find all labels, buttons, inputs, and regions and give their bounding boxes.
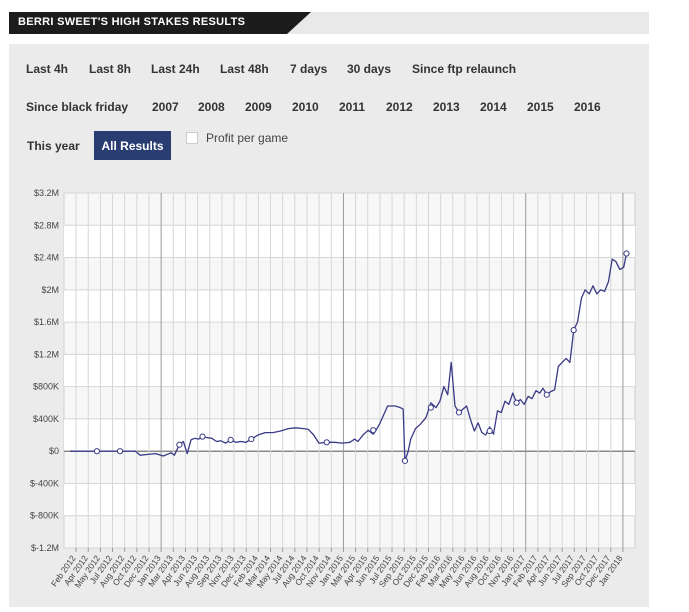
data-point-marker [93, 448, 101, 455]
filter-2013[interactable]: 2013 [433, 100, 460, 114]
header-tab-tail [287, 12, 311, 34]
y-tick-label: $1.2M [34, 349, 59, 359]
filter-2008[interactable]: 2008 [198, 100, 225, 114]
grid-band [64, 225, 635, 258]
results-chart: $3.2M $2.8M $2.4M $2M $1.6M $1.2M $800K $400K $0… [30, 188, 636, 590]
filter-2007[interactable]: 2007 [152, 100, 179, 114]
profit-per-game-label: Profit per game [206, 131, 289, 145]
grid-band [64, 354, 635, 387]
data-point-marker [176, 441, 183, 448]
data-point-marker [323, 439, 330, 446]
filter-2010[interactable]: 2010 [292, 100, 319, 114]
filter-2009[interactable]: 2009 [245, 100, 272, 114]
filter-last-24h[interactable]: Last 24h [151, 62, 200, 76]
y-tick-label: $800K [33, 382, 59, 392]
page-title: BERRI SWEET'S HIGH STAKES RESULTS [18, 16, 246, 28]
data-point-marker [227, 436, 234, 443]
data-point-marker [455, 409, 463, 416]
filter-last-8h[interactable]: Last 8h [89, 62, 132, 76]
filter-all-results[interactable]: All Results [94, 131, 171, 160]
filter-2012[interactable]: 2012 [386, 100, 413, 114]
y-tick-label: $1.6M [34, 317, 59, 327]
data-point-marker [401, 457, 409, 464]
filter-last-4h[interactable]: Last 4h [26, 62, 69, 76]
data-point-marker [248, 435, 255, 443]
y-tick-label: $-1.2M [31, 543, 59, 553]
header-tab [9, 12, 287, 34]
y-tick-label: $3.2M [34, 188, 59, 198]
data-point-marker [199, 433, 206, 440]
grid-band [64, 418, 635, 452]
data-point-marker [623, 250, 630, 257]
data-point-marker [513, 399, 520, 406]
grid-band [64, 483, 635, 516]
data-point-marker [427, 404, 434, 411]
filter-since-black-friday[interactable]: Since black friday [26, 100, 129, 114]
profit-per-game-checkbox[interactable] [186, 132, 198, 144]
grid-band [64, 289, 635, 323]
y-tick-label: $-800K [30, 511, 59, 521]
chart-panel: $3.2M $2.8M $2.4M $2M $1.6M $1.2M $800K $400K $0… [9, 176, 649, 607]
results-line [70, 253, 628, 462]
y-tick-label: $2.8M [34, 220, 59, 230]
filter-2016[interactable]: 2016 [574, 100, 601, 114]
data-point-marker [486, 427, 493, 435]
filter-2011[interactable]: 2011 [339, 100, 366, 114]
filter-last-48h[interactable]: Last 48h [220, 62, 269, 76]
y-tick-label: $0 [49, 446, 59, 456]
y-tick-label: $2M [41, 285, 59, 295]
data-point-marker [370, 427, 377, 434]
data-point-marker [543, 391, 550, 398]
filter-this-year[interactable]: This year [27, 139, 80, 153]
filter-7-days[interactable]: 7 days [290, 62, 328, 76]
data-point-marker [570, 327, 577, 334]
filter-2015[interactable]: 2015 [527, 100, 554, 114]
filter-since-ftp-relaunch[interactable]: Since ftp relaunch [412, 62, 517, 76]
y-tick-label: $-400K [30, 478, 59, 488]
y-tick-label: $400K [33, 414, 59, 424]
y-tick-label: $2.4M [34, 253, 59, 263]
data-point-marker [116, 448, 124, 455]
filter-2014[interactable]: 2014 [480, 100, 507, 114]
filter-30-days[interactable]: 30 days [347, 62, 392, 76]
